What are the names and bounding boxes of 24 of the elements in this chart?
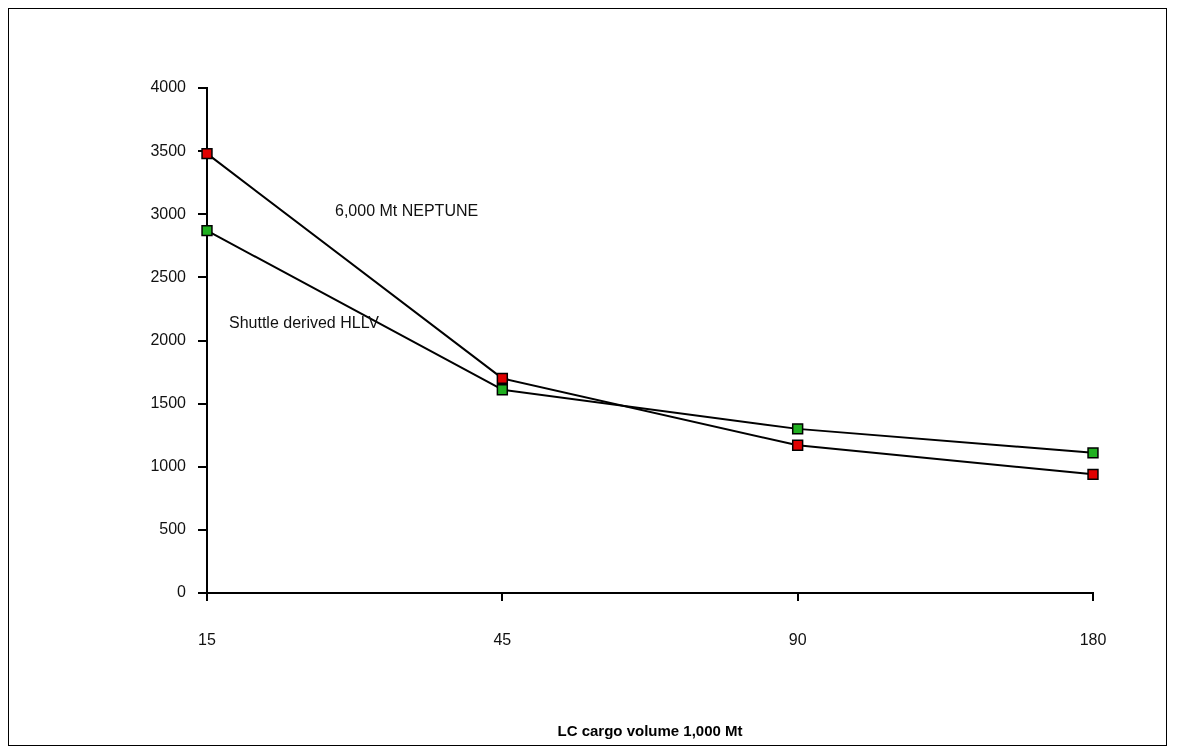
point [496,384,509,396]
y-tick-label: 0 [177,583,187,601]
series-label: Shuttle derived HLLV [229,314,380,332]
y-tick-label: 2500 [150,267,187,285]
series-label: 6,000 Mt NEPTUNE [335,202,479,220]
point [791,423,804,435]
y-tick-label: 3000 [150,204,187,222]
x-axis-title: LC cargo volume 1,000 Mt [557,722,743,740]
y-tick-label: 500 [159,520,187,538]
point [201,147,213,160]
point [1087,468,1099,481]
y-tick-label: 1500 [150,394,187,412]
y-tick-label: 1000 [150,457,187,475]
x-tick-label: 90 [788,631,807,649]
y-tick-label: 3500 [150,141,187,159]
point [791,439,804,451]
y-tick-label: 4000 [150,78,187,96]
point [1087,447,1099,459]
x-tick-label: 180 [1079,631,1107,649]
point [201,224,213,237]
y-tick-label: 2000 [150,330,187,348]
x-tick-label: 15 [198,631,216,649]
x-tick-label: 45 [493,631,512,649]
point [496,372,509,385]
